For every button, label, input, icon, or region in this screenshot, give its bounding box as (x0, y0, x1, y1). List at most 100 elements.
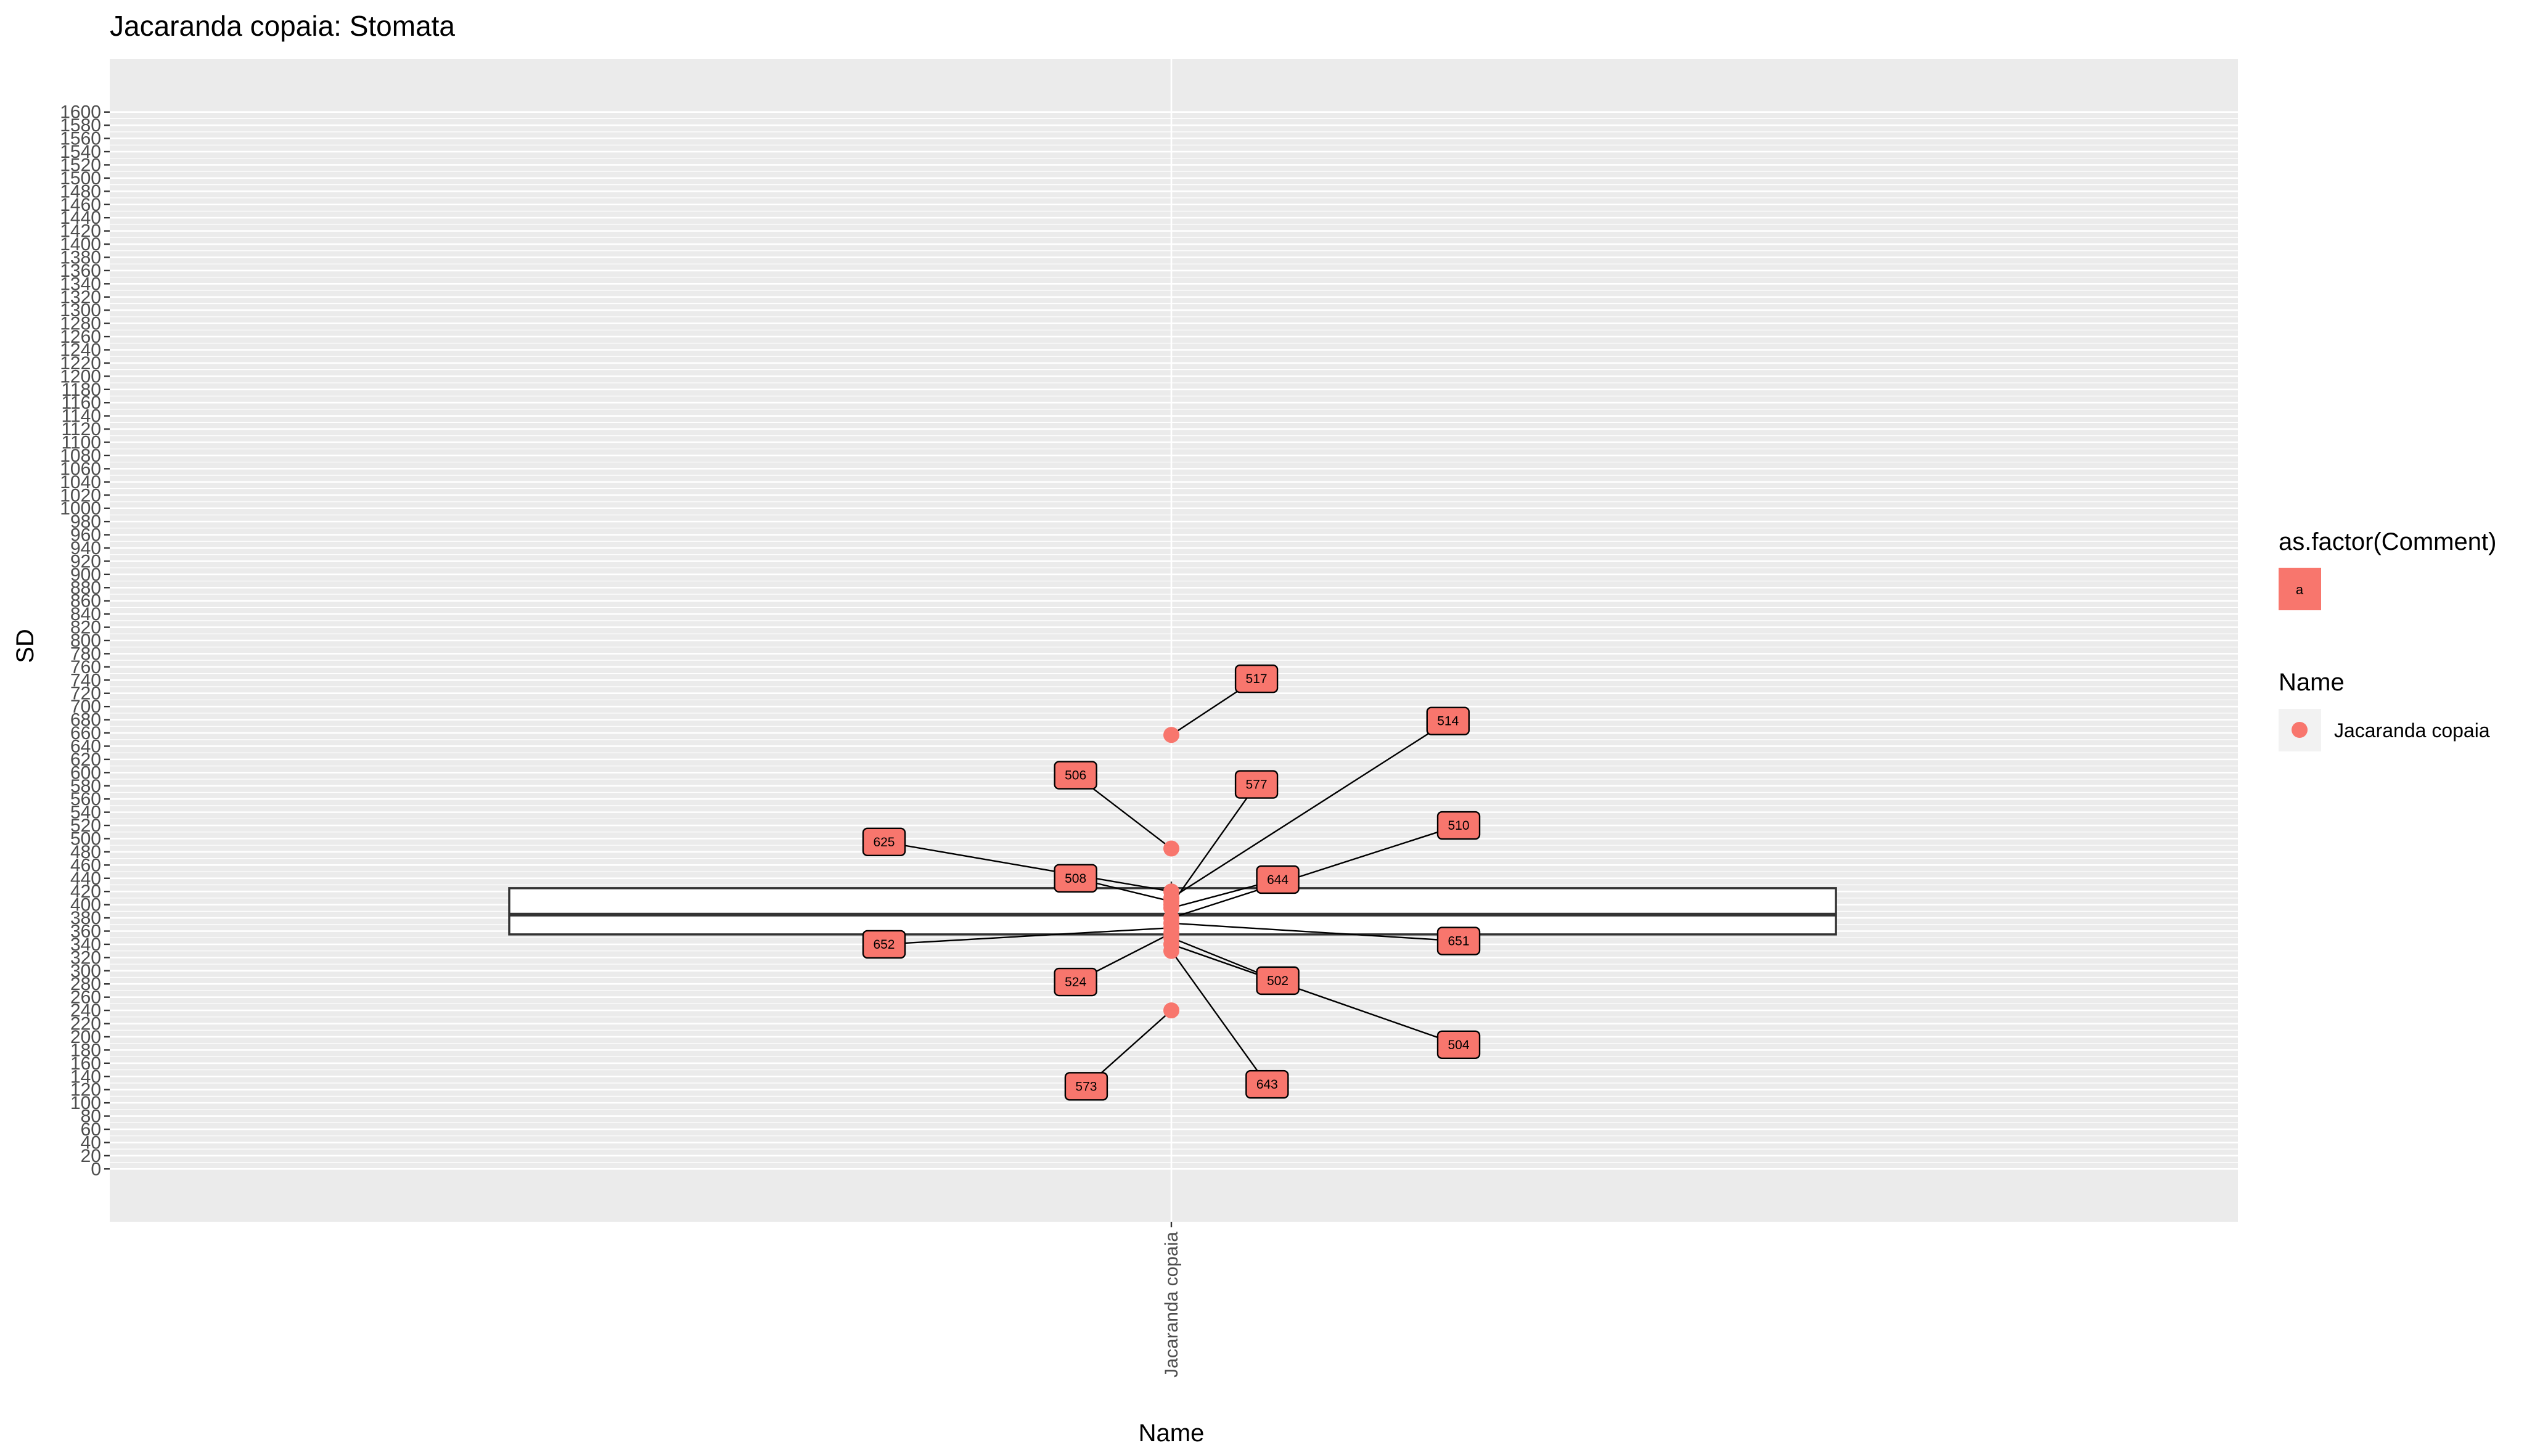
point-label-643: 643 (1256, 1078, 1278, 1092)
point-label-651: 651 (1448, 935, 1469, 949)
y-tick-label: 1120 (61, 419, 101, 440)
point-label-box-506 (1054, 761, 1097, 790)
point-label-box-502 (1256, 966, 1300, 996)
legend-title-name: Name (2279, 669, 2345, 696)
legend: as.factor(Comment) a Name Jacaranda copaia (2279, 528, 2496, 751)
y-tick-label: 0 (91, 1159, 101, 1179)
y-tick-label: 920 (70, 551, 101, 571)
y-tick-label: 500 (70, 828, 101, 849)
grid-lines (110, 59, 2238, 1222)
y-tick-label: 1160 (61, 393, 101, 413)
y-tick-label: 200 (70, 1027, 101, 1047)
y-tick-label: 1540 (60, 142, 101, 162)
y-tick-label: 1480 (60, 181, 101, 202)
y-tick-label: 1300 (60, 300, 101, 321)
y-tick-label: 1140 (61, 406, 101, 427)
data-points (1163, 727, 1179, 1019)
y-tick-label: 1580 (60, 115, 101, 136)
data-point-517 (1163, 727, 1179, 743)
y-axis-title: SD (12, 629, 39, 663)
y-tick-label: 800 (70, 631, 101, 651)
data-point-643 (1163, 943, 1179, 959)
legend-title-comment: as.factor(Comment) (2279, 528, 2496, 555)
point-label-577: 577 (1246, 778, 1268, 792)
point-label-box-514 (1426, 706, 1470, 735)
y-tick-label: 1440 (60, 208, 101, 228)
y-tick-label: 40 (81, 1132, 101, 1153)
point-label-box-643 (1245, 1070, 1289, 1099)
y-tick-label: 1280 (60, 314, 101, 334)
y-tick-label: 860 (70, 591, 101, 611)
y-tick-label: 1100 (61, 433, 101, 453)
point-label-box-625 (862, 827, 906, 857)
y-tick-label: 760 (70, 657, 101, 677)
legend-key-label-comment: a (2296, 582, 2304, 597)
point-label-box-517 (1234, 664, 1279, 693)
connector-510 (1171, 824, 1459, 919)
y-tick-label: 120 (70, 1080, 101, 1100)
point-label-box-510 (1436, 811, 1481, 840)
y-tick-label: 360 (70, 922, 101, 942)
y-tick-label: 1180 (61, 380, 101, 400)
y-tick-label: 520 (70, 816, 101, 836)
y-tick-label: 1000 (60, 499, 101, 519)
y-tick-label: 580 (70, 776, 101, 796)
point-label-box-508 (1054, 864, 1097, 893)
data-point-573 (1163, 1002, 1179, 1019)
y-tick-label: 880 (70, 578, 101, 598)
y-tick-label: 700 (70, 697, 101, 717)
y-tick-label: 480 (70, 842, 101, 862)
y-tick-label: 1220 (60, 353, 101, 374)
y-tick-label: 1520 (60, 155, 101, 175)
y-tick-label: 660 (70, 723, 101, 743)
point-label-506: 506 (1065, 769, 1086, 783)
y-tick-label: 380 (70, 908, 101, 928)
legend-entry-name: Jacaranda copaia (2334, 719, 2490, 742)
point-label-625: 625 (873, 835, 895, 849)
y-tick-label: 980 (70, 512, 101, 532)
legend-key-point-name (2292, 722, 2308, 738)
y-tick-label: 560 (70, 789, 101, 809)
connector-514 (1171, 720, 1449, 899)
y-tick-label: 740 (70, 670, 101, 690)
y-tick-label: 940 (70, 538, 101, 558)
y-tick-label: 420 (70, 881, 101, 902)
point-label-508: 508 (1065, 872, 1086, 886)
y-tick-label: 1260 (60, 327, 101, 347)
y-tick-label: 640 (70, 736, 101, 756)
x-axis-title: Name (1139, 1420, 1205, 1447)
point-label-502: 502 (1267, 974, 1288, 988)
point-label-box-524 (1054, 967, 1097, 997)
y-tick-label: 100 (70, 1093, 101, 1113)
connector-577 (1171, 783, 1258, 906)
y-tick-label: 900 (70, 565, 101, 585)
y-tick-label: 20 (81, 1146, 101, 1166)
y-tick-label: 1360 (60, 261, 101, 281)
point-label-box-652 (862, 930, 906, 959)
point-label-514: 514 (1437, 714, 1459, 729)
y-tick-label: 1060 (60, 459, 101, 479)
y-tick-label: 240 (70, 1000, 101, 1021)
point-label-box-504 (1436, 1030, 1481, 1060)
y-tick-label: 180 (70, 1040, 101, 1060)
point-labels: 517 514 506 577 510 625 508 644 651 652 524 502 504 5… (862, 664, 1481, 1101)
y-tick-label: 460 (70, 855, 101, 875)
y-tick-label: 1240 (60, 340, 101, 361)
point-label-510: 510 (1448, 819, 1469, 833)
y-tick-label: 300 (70, 961, 101, 981)
y-axis: 0204060801001201401601802002202402602803… (60, 102, 110, 1179)
y-tick-label: 540 (70, 803, 101, 823)
y-tick-label: 1320 (60, 287, 101, 308)
connector-651 (1171, 922, 1459, 942)
point-label-573: 573 (1075, 1079, 1097, 1094)
y-tick-label: 280 (70, 974, 101, 994)
connector-652 (883, 926, 1172, 946)
y-tick-label: 1400 (60, 234, 101, 255)
point-label-box-651 (1436, 926, 1481, 955)
connector-504 (1171, 943, 1459, 1045)
point-label-524: 524 (1065, 975, 1086, 989)
point-label-box-573 (1064, 1072, 1108, 1101)
y-tick-label: 1560 (60, 129, 101, 149)
y-tick-label: 1080 (60, 446, 101, 466)
